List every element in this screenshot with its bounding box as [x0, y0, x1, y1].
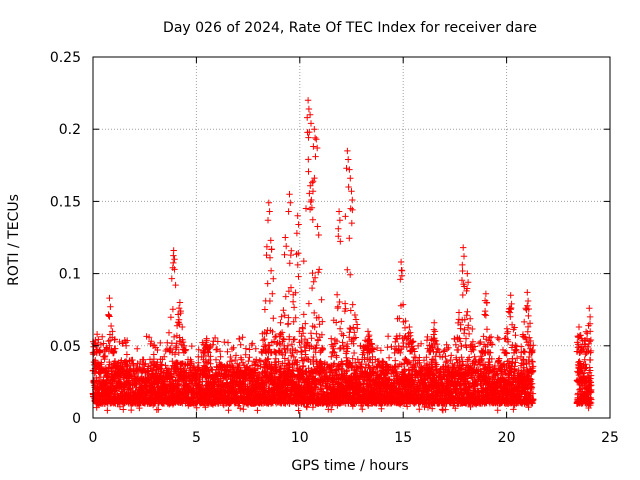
data-points: [89, 97, 595, 414]
data-point: [107, 322, 115, 330]
data-point: [98, 361, 105, 368]
data-point: [109, 328, 116, 335]
data-point: [101, 352, 109, 360]
data-point: [106, 342, 113, 349]
data-point: [116, 338, 123, 346]
data-point: [171, 351, 179, 358]
data-point: [120, 406, 127, 413]
data-point: [111, 336, 119, 343]
data-point: [173, 359, 181, 366]
data-point: [172, 377, 179, 384]
data-point: [157, 339, 164, 347]
data-point: [172, 281, 179, 289]
data-point: [154, 346, 161, 354]
data-point: [116, 403, 124, 410]
data-point: [148, 338, 155, 345]
data-point: [112, 345, 119, 352]
data-point: [142, 360, 149, 367]
data-point: [128, 406, 135, 414]
data-point: [155, 406, 162, 413]
data-point: [154, 359, 161, 366]
data-point: [118, 357, 125, 364]
data-point: [93, 404, 100, 411]
data-point: [104, 407, 111, 414]
data-point: [136, 404, 143, 412]
data-point: [165, 329, 173, 336]
data-point: [100, 340, 107, 347]
data-point: [168, 374, 176, 381]
data-point: [134, 345, 141, 352]
data-point: [106, 313, 113, 320]
data-point: [96, 349, 104, 356]
data-point: [99, 333, 106, 340]
data-point: [145, 334, 153, 341]
data-point: [168, 275, 175, 282]
data-point: [124, 337, 131, 344]
data-point: [167, 314, 175, 321]
data-point: [161, 353, 168, 360]
data-point: [169, 306, 177, 313]
data-point: [129, 356, 136, 364]
data-point: [140, 356, 147, 363]
data-point: [130, 361, 137, 368]
data-point: [162, 362, 169, 369]
data-point: [170, 333, 178, 341]
data-point: [157, 361, 165, 368]
grid-lines: [93, 57, 610, 418]
data-point: [105, 337, 112, 345]
